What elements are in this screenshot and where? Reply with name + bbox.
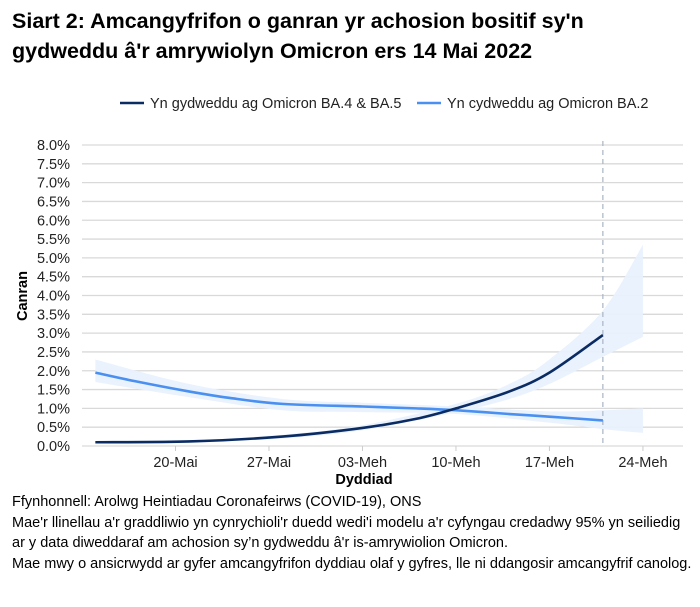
y-tick-label: 6.5% xyxy=(37,194,70,210)
uncertainty-note: Mae mwy o ansicrwydd ar gyfer amcangyfri… xyxy=(12,555,692,572)
source-note: Ffynhonnell: Arolwg Heintiadau Coronafei… xyxy=(12,494,422,510)
y-tick-label: 5.0% xyxy=(37,251,70,267)
y-tick-label: 1.0% xyxy=(37,401,70,417)
series-line-1 xyxy=(95,333,604,444)
series-line-2 xyxy=(95,371,603,422)
y-tick-label: 4.5% xyxy=(37,270,70,286)
legend-label-2: Yn cydweddu ag Omicron BA.2 xyxy=(447,96,649,112)
line-chart: 0.0% 0.5% 1.0% 1.5% 2.0% 2.5% 3.0% 3.5% 4.0% 4.5%… xyxy=(15,96,683,488)
y-tick-label: 0.5% xyxy=(37,420,70,436)
y-tick-label: 7.0% xyxy=(37,176,70,192)
x-tick-label: 17-Meh xyxy=(525,455,574,471)
y-tick-label: 1.5% xyxy=(37,383,70,399)
legend-label-1: Yn gydweddu ag Omicron BA.4 & BA.5 xyxy=(150,96,401,112)
y-tick-label: 2.5% xyxy=(37,345,70,361)
y-tick-label: 6.0% xyxy=(37,213,70,229)
y-tick-label: 0.0% xyxy=(37,439,70,455)
method-note: Mae'r llinellau a'r graddliwio yn cynryc… xyxy=(12,514,681,552)
x-tick-label: 24-Meh xyxy=(618,455,667,471)
y-tick-label: 5.5% xyxy=(37,232,70,248)
y-tick-label: 3.5% xyxy=(37,307,70,323)
chart-title: Siart 2: Amcangyfrifon o ganran yr achos… xyxy=(12,9,584,63)
y-tick-label: 8.0% xyxy=(37,138,70,154)
x-tick-label: 10-Meh xyxy=(431,455,480,471)
y-axis-label: Canran xyxy=(15,271,31,321)
y-tick-label: 7.5% xyxy=(37,157,70,173)
x-axis-label: Dyddiad xyxy=(335,472,392,488)
y-tick-label: 2.0% xyxy=(37,364,70,380)
chart-notes: Ffynhonnell: Arolwg Heintiadau Coronafei… xyxy=(12,492,692,574)
y-tick-label: 3.0% xyxy=(37,326,70,342)
x-tick-label: 03-Meh xyxy=(338,455,387,471)
y-tick-label: 4.0% xyxy=(37,289,70,305)
x-tick-label: 20-Mai xyxy=(153,455,197,471)
x-tick-label: 27-Mai xyxy=(247,455,291,471)
